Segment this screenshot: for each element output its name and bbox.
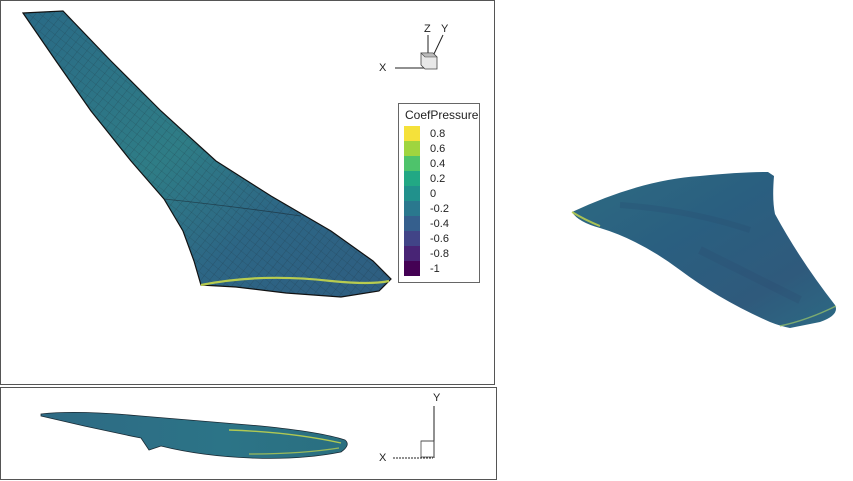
legend-color-segment <box>404 216 420 231</box>
legend-tick-label: -0.4 <box>430 217 449 230</box>
legend-tick-label: -0.6 <box>430 232 449 245</box>
legend-color-segment <box>404 231 420 246</box>
axis-y-label: Y <box>441 23 449 35</box>
legend-colorbar <box>404 126 420 276</box>
orientation-triad <box>395 34 444 70</box>
main-view-panel: X Z Y CoefPressure 0.8 0.6 0.4 0.2 0 -0.2 -0.4… <box>0 0 495 385</box>
legend-color-segment <box>404 171 420 186</box>
legend-tick-label: -1 <box>430 262 440 275</box>
pressure-legend: CoefPressure 0.8 0.6 0.4 0.2 0 -0.2 -0.4 -0.6 -0… <box>398 103 480 283</box>
legend-tick-label: 0.4 <box>430 157 446 170</box>
legend-tick-label: -0.8 <box>430 247 449 260</box>
legend-color-segment <box>404 201 420 216</box>
side-wing-surface <box>40 412 348 459</box>
wing-side-view <box>40 406 435 459</box>
legend-tick-label: 0.6 <box>430 142 446 155</box>
legend-color-segment <box>404 186 420 201</box>
legend-tick-label: 0.2 <box>430 172 446 185</box>
axis-z-label: Z <box>424 23 431 35</box>
legend-color-segment <box>404 261 420 276</box>
legend-color-segment <box>404 141 420 156</box>
legend-tick-label: -0.2 <box>430 202 449 215</box>
side-orientation-triad <box>393 406 435 459</box>
side-view-panel: X Y <box>0 387 497 480</box>
side-axis-x-label: X <box>379 452 387 464</box>
legend-color-segment <box>404 246 420 261</box>
side-axis-y-label: Y <box>433 392 441 404</box>
legend-color-segment <box>404 156 420 171</box>
leading-edge-highlight <box>200 276 390 287</box>
legend-tick-label: 0 <box>430 187 437 200</box>
legend-tick-label: 0.8 <box>430 127 446 140</box>
axis-x-label: X <box>379 62 387 74</box>
legend-color-segment <box>404 126 420 141</box>
legend-title: CoefPressure <box>405 108 479 122</box>
perspective-wing-surface <box>572 172 836 328</box>
wing-top-view <box>21 10 444 298</box>
